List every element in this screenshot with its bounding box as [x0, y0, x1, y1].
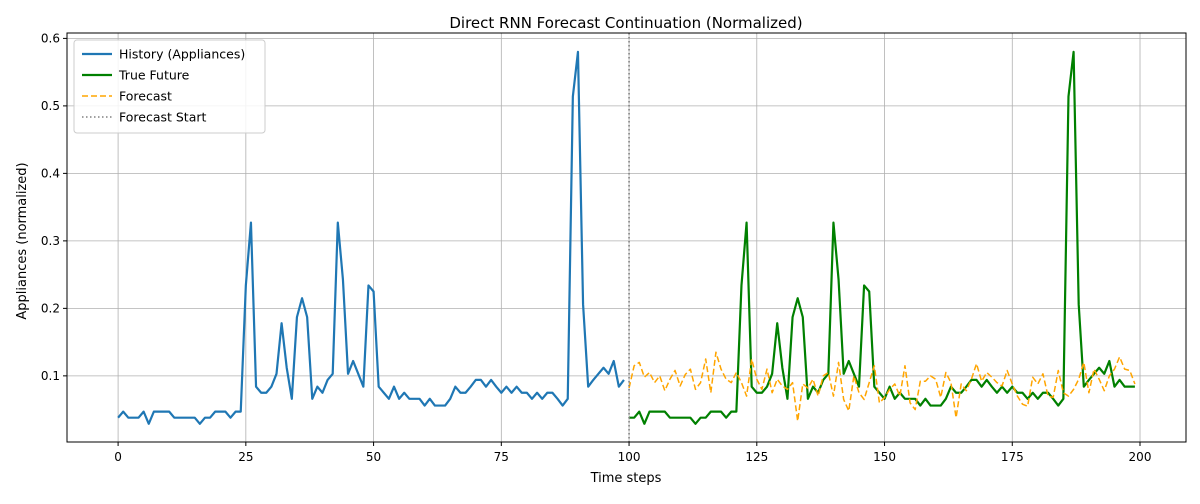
legend-label: Forecast — [119, 89, 172, 104]
series-line-1 — [629, 50, 1135, 425]
y-tick-label: 0.5 — [41, 99, 60, 113]
legend-label: True Future — [118, 68, 190, 83]
x-tick-label: 0 — [114, 450, 122, 464]
x-axis-label: Time steps — [590, 471, 662, 486]
legend-box — [73, 39, 266, 134]
y-tick-label: 0.3 — [41, 234, 60, 248]
y-tick-label: 0.2 — [41, 301, 60, 315]
y-tick-label: 0.6 — [41, 31, 60, 45]
legend-label: History (Appliances) — [119, 47, 245, 62]
y-tick-label: 0.4 — [41, 166, 60, 180]
x-tick-label: 125 — [745, 450, 768, 464]
legend-label: Forecast Start — [119, 110, 207, 125]
x-tick-label: 100 — [618, 450, 641, 464]
ticks-layer: 0 25 50 75 100 125 150 175 200 0.1 0.2 0.3 0.4 0.5 0.6 — [41, 31, 1152, 464]
x-tick-label: 175 — [1001, 450, 1024, 464]
x-tick-label: 150 — [873, 450, 896, 464]
series-layer — [117, 33, 1136, 442]
x-tick-label: 50 — [366, 450, 381, 464]
x-tick-label: 75 — [494, 450, 509, 464]
series-line-0 — [117, 50, 625, 425]
x-tick-label: 200 — [1129, 450, 1152, 464]
series-line-2 — [628, 351, 1136, 422]
y-tick-label: 0.1 — [41, 369, 60, 383]
plot-frame — [66, 32, 1187, 443]
chart-title: Direct RNN Forecast Continuation (Normal… — [449, 14, 802, 32]
y-axis-label: Appliances (normalized) — [15, 162, 30, 319]
legend: History (Appliances) True Future Forecast F… — [73, 39, 266, 134]
x-tick-label: 25 — [238, 450, 253, 464]
